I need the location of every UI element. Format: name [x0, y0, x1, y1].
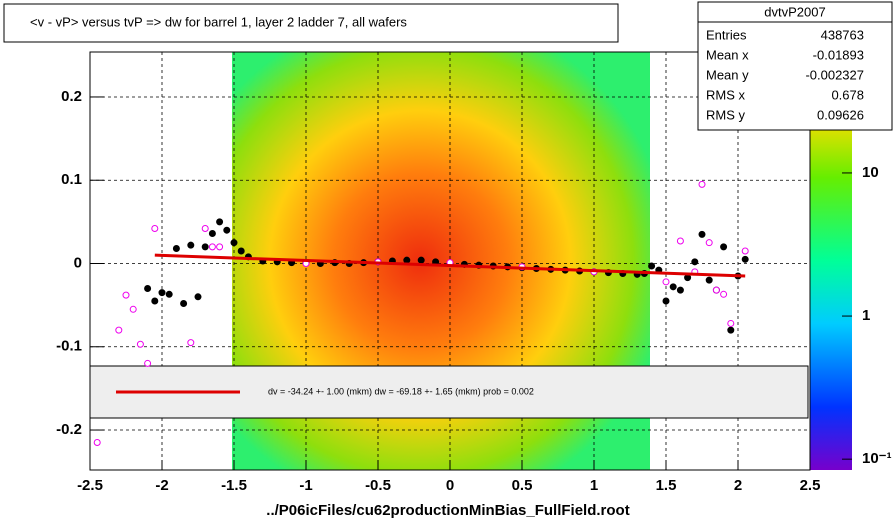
- point: [698, 230, 706, 238]
- open-point: [662, 278, 670, 286]
- x-tick-label: -2: [155, 477, 168, 494]
- x-tick-label: -0.5: [365, 477, 391, 494]
- point: [403, 256, 411, 264]
- z-tick-label: 10⁻¹: [862, 450, 892, 467]
- x-tick-label: 2.5: [800, 477, 821, 494]
- point: [180, 299, 188, 307]
- point: [669, 283, 677, 291]
- x-tick-label: 0: [446, 477, 454, 494]
- point: [187, 241, 195, 249]
- stats-value: 438763: [821, 27, 864, 42]
- point: [648, 262, 656, 270]
- point: [705, 276, 713, 284]
- stats-label: Entries: [706, 27, 747, 42]
- point: [208, 230, 216, 238]
- x-tick-label: 1.5: [656, 477, 677, 494]
- open-point: [741, 247, 749, 255]
- title-box: [3, 3, 619, 43]
- x-tick-label: -1: [299, 477, 312, 494]
- point: [684, 274, 692, 282]
- open-point: [187, 339, 195, 347]
- open-point: [136, 340, 144, 348]
- stats-label: RMS x: [706, 87, 746, 102]
- point: [720, 243, 728, 251]
- point: [201, 243, 209, 251]
- stats-label: Mean y: [706, 67, 749, 82]
- point: [172, 245, 180, 253]
- open-point: [122, 291, 130, 299]
- fit-line: [154, 253, 746, 278]
- x-axis-label: ../P06icFiles/cu62productionMinBias_Full…: [266, 502, 629, 519]
- z-tick-label: 1: [862, 307, 870, 324]
- open-point: [208, 243, 216, 251]
- z-tick-label: 10: [862, 164, 879, 181]
- point: [691, 258, 699, 266]
- point: [223, 226, 231, 234]
- stats-title: dvtvP2007: [764, 4, 825, 19]
- point: [216, 218, 224, 226]
- x-tick-label: -1.5: [221, 477, 247, 494]
- open-point: [705, 239, 713, 247]
- open-point: [129, 305, 137, 313]
- point: [741, 255, 749, 263]
- x-tick-label: 2: [734, 477, 742, 494]
- stats-value: 0.09626: [817, 107, 864, 122]
- open-point: [115, 326, 123, 334]
- stats-value: -0.002327: [805, 67, 864, 82]
- chart-title: <v - vP> versus tvP => dw for barrel 1, …: [30, 14, 407, 29]
- point: [165, 290, 173, 298]
- open-point: [216, 243, 224, 251]
- open-point: [201, 225, 209, 233]
- open-point: [698, 180, 706, 188]
- point: [417, 256, 425, 264]
- x-tick-label: 0.5: [512, 477, 533, 494]
- point: [151, 297, 159, 305]
- point: [662, 297, 670, 305]
- stats-value: 0.678: [831, 87, 864, 102]
- open-point: [93, 439, 101, 447]
- point: [144, 284, 152, 292]
- point: [237, 247, 245, 255]
- x-tick-label: 1: [590, 477, 598, 494]
- stats-label: RMS y: [706, 107, 746, 122]
- point: [158, 289, 166, 297]
- open-point: [144, 359, 152, 367]
- y-tick-label: 0.1: [61, 171, 82, 188]
- point: [676, 286, 684, 294]
- stats-box: [697, 1, 893, 131]
- y-tick-label: -0.1: [56, 338, 82, 355]
- y-tick-label: 0: [74, 254, 82, 271]
- stats-label: Mean x: [706, 47, 749, 62]
- stats-value: -0.01893: [813, 47, 864, 62]
- x-tick-label: -2.5: [77, 477, 103, 494]
- y-tick-label: -0.2: [56, 421, 82, 438]
- point: [727, 326, 735, 334]
- open-point: [151, 225, 159, 233]
- point: [230, 239, 238, 247]
- open-point: [712, 286, 720, 294]
- open-point: [676, 237, 684, 245]
- open-point: [727, 319, 735, 327]
- point: [194, 293, 202, 301]
- y-tick-label: 0.2: [61, 88, 82, 105]
- open-point: [720, 290, 728, 298]
- fit-label: dv = -34.24 +- 1.00 (mkm) dw = -69.18 +-…: [268, 386, 534, 396]
